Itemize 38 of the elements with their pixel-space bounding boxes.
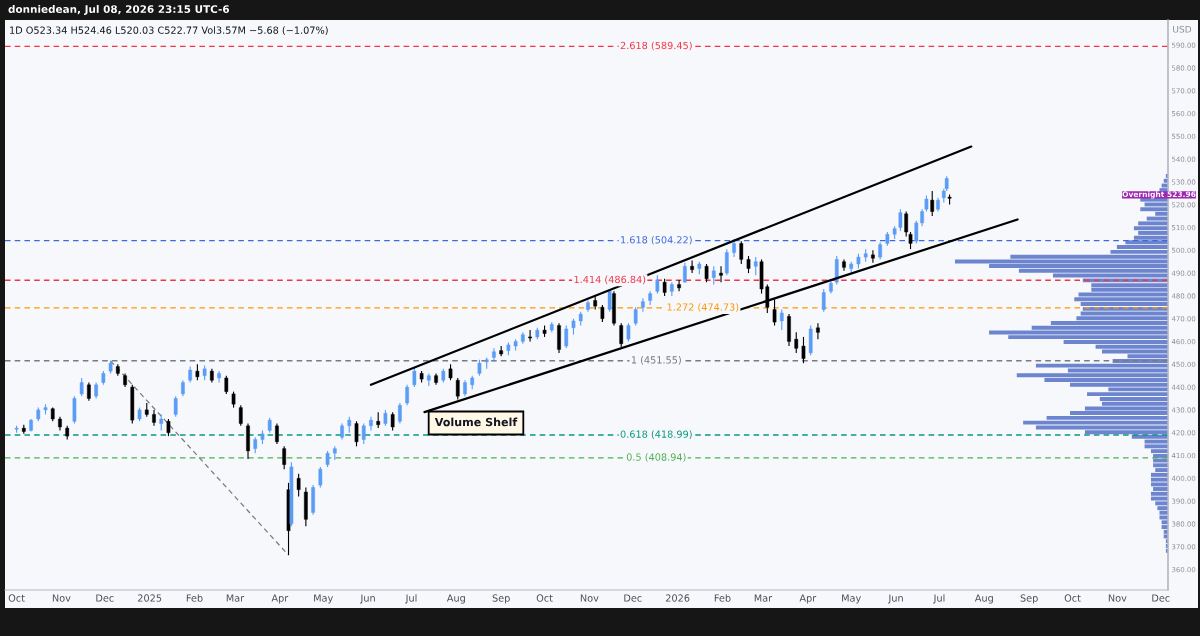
ref-line-label: 0.618 (418.99) xyxy=(620,430,692,439)
x-tick-label: Dec xyxy=(1152,594,1170,602)
x-tick-label: Mar xyxy=(226,594,245,602)
x-tick-label: Sep xyxy=(1020,594,1038,604)
x-tick-label: Jun xyxy=(359,594,375,604)
x-tick-label: Dec xyxy=(624,594,642,602)
ref-line-label: 0.5 (408.94) xyxy=(626,453,686,462)
x-tick-label: Aug xyxy=(974,594,993,604)
x-tick-label: Oct xyxy=(536,594,553,602)
x-tick-label: Feb xyxy=(186,594,203,602)
ref-line-label: 1.618 (504.22) xyxy=(621,235,692,245)
x-tick-label: 2026 xyxy=(665,594,690,602)
x-tick-label: Mar xyxy=(754,594,773,602)
x-tick-label: Jun xyxy=(887,594,903,604)
x-tick-label: 2025 xyxy=(137,594,162,602)
x-tick-label: Sep xyxy=(492,594,510,604)
x-tick-label: Nov xyxy=(1108,594,1127,602)
x-tick-label: Nov xyxy=(52,594,71,602)
text: 1D O523.34 H524.46 L520.03 C522.77 Vol3.57M −5.68 (−1.07%) xyxy=(10,26,328,35)
x-tick-label: Dec xyxy=(96,594,114,602)
x-tick-label: Oct xyxy=(1064,594,1081,602)
ref-line-label: 1.414 (486.84) xyxy=(574,275,646,285)
x-tick-label: May xyxy=(314,594,333,604)
y-axis-title: USD xyxy=(1173,25,1192,33)
annotation: Volume Shelf xyxy=(434,417,518,427)
ref-line-label: 1 (451.55) xyxy=(631,356,681,365)
x-tick-label: Apr xyxy=(799,594,817,604)
x-tick-label: May xyxy=(842,594,861,604)
x-tick-label: Apr xyxy=(271,594,289,604)
x-tick-label: Jul xyxy=(933,594,945,604)
x-tick-label: Aug xyxy=(446,594,465,604)
text: donniedean, Jul 08, 2026 23:15 UTC-6 xyxy=(8,4,230,15)
x-tick-label: Nov xyxy=(580,594,599,602)
x-tick-label: Jul xyxy=(405,594,417,604)
x-tick-label: Oct xyxy=(8,594,25,602)
x-tick-label: Feb xyxy=(714,594,731,602)
ref-line-label: 2.618 (589.45) xyxy=(620,41,692,51)
ref-line-label: 1.272 (474.73) xyxy=(667,303,739,312)
